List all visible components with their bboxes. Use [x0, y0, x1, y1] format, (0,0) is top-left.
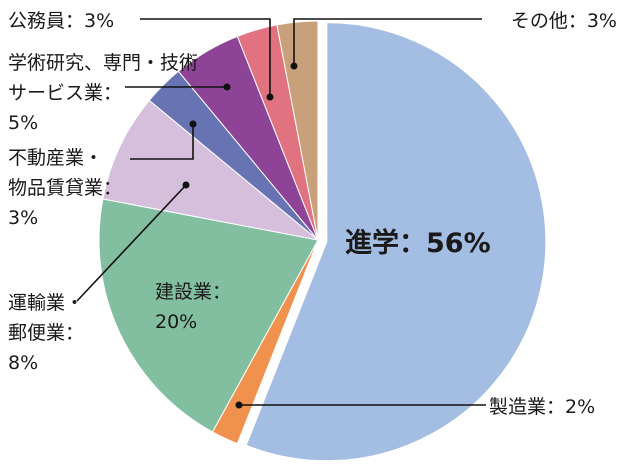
leader-line	[130, 124, 194, 160]
pie-slice	[98, 198, 319, 433]
slice-label: 進学：56%	[345, 227, 491, 259]
slice-label: 5%	[8, 112, 38, 134]
slice-label: 建設業：	[155, 281, 231, 303]
leader-dot	[223, 83, 231, 91]
pie-slice	[245, 22, 547, 462]
slice-label: 不動産業・	[8, 147, 103, 169]
slice-label: 物品賃貸業：	[8, 177, 122, 199]
leader-line	[76, 184, 187, 302]
leader-dot	[290, 62, 298, 70]
leader-dot	[189, 120, 197, 128]
slice-label: 学術研究、専門・技術	[8, 52, 198, 74]
leader-line	[293, 18, 482, 66]
slice-label: 運輸業・	[8, 292, 84, 314]
slice-label: サービス業：	[8, 82, 122, 104]
leader-line	[140, 18, 271, 97]
slice-label: 郵便業：	[8, 322, 84, 344]
leader-dot	[266, 93, 274, 101]
pie-slice	[102, 99, 319, 241]
slice-label: その他：3%	[511, 10, 617, 32]
slice-label: 20%	[155, 311, 197, 333]
slice-label: 3%	[8, 207, 38, 229]
leader-dot	[235, 401, 243, 409]
slice-label: 公務員：3%	[8, 10, 114, 32]
leader-dot	[182, 181, 190, 189]
pie-slice	[276, 20, 319, 241]
slice-label: 製造業：2%	[489, 396, 595, 418]
slice-label: 8%	[8, 352, 38, 374]
